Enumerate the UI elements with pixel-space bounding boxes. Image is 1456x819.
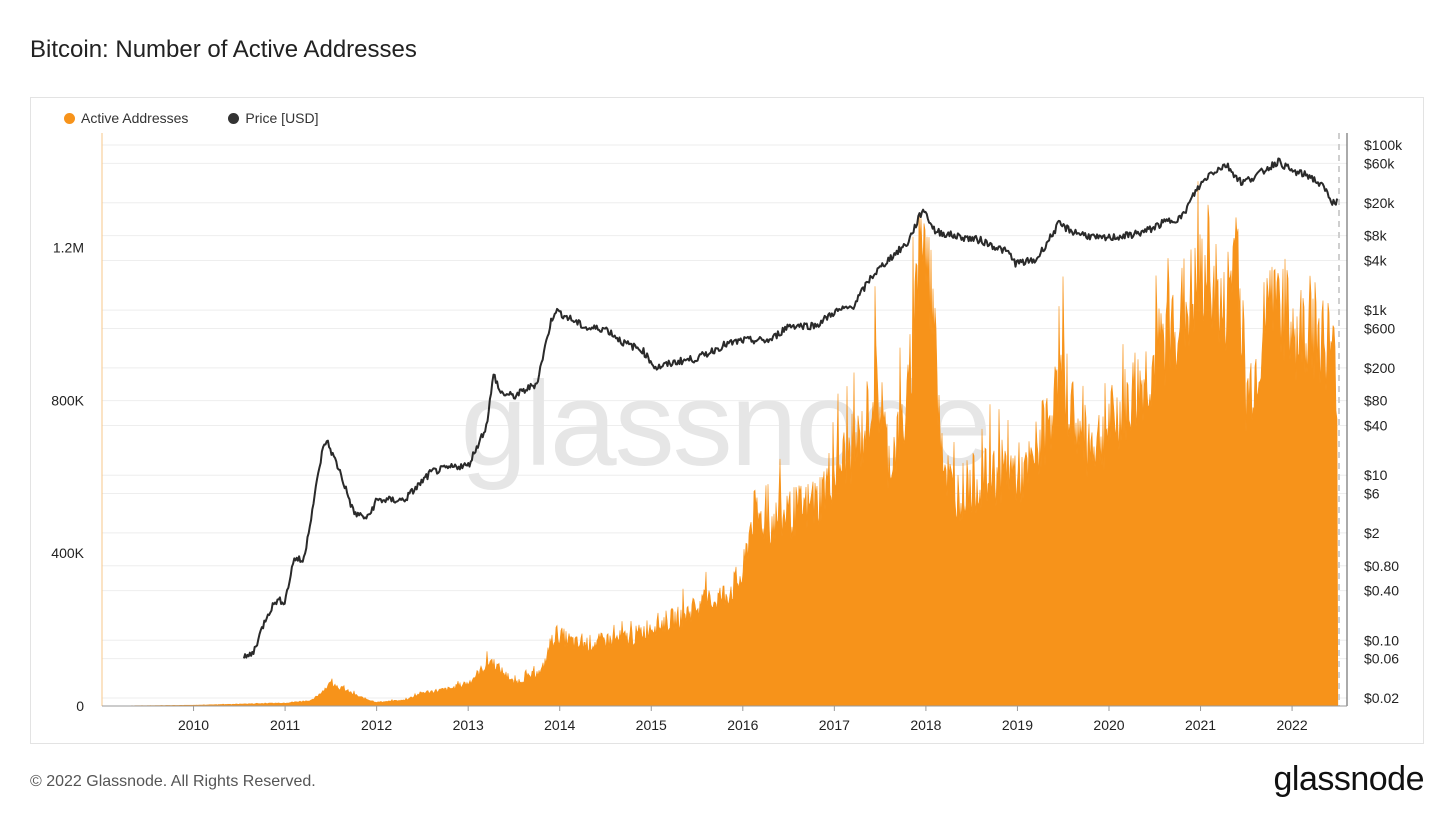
x-axis-tick-label: 2021 xyxy=(1185,717,1216,733)
x-axis-tick-label: 2018 xyxy=(910,717,941,733)
left-axis-tick-label: 0 xyxy=(76,698,84,714)
legend-active-label: Active Addresses xyxy=(81,110,189,126)
copyright-footer: © 2022 Glassnode. All Rights Reserved. xyxy=(30,773,316,790)
legend-price-dot xyxy=(228,112,240,124)
x-axis-tick-label: 2013 xyxy=(453,717,484,733)
right-axis-tick-label: $0.10 xyxy=(1364,632,1399,648)
x-axis-tick-label: 2011 xyxy=(270,717,300,733)
right-axis-tick-label: $10 xyxy=(1364,467,1388,483)
right-axis-tick-label: $0.80 xyxy=(1364,558,1399,574)
right-axis-tick-label: $0.06 xyxy=(1364,651,1399,667)
x-axis-tick-label: 2010 xyxy=(178,717,209,733)
x-axis-tick-label: 2012 xyxy=(361,717,392,733)
legend-item-active-addresses[interactable]: Active Addresses xyxy=(64,110,188,126)
x-axis-tick-label: 2020 xyxy=(1093,717,1124,733)
page-title: Bitcoin: Number of Active Addresses xyxy=(30,36,417,63)
right-axis-tick-label: $80 xyxy=(1364,393,1388,409)
right-axis-tick-label: $1k xyxy=(1364,302,1388,318)
right-axis-tick-label: $8k xyxy=(1364,228,1388,244)
x-axis-tick-label: 2019 xyxy=(1002,717,1033,733)
x-axis-tick-label: 2015 xyxy=(636,717,667,733)
left-axis-tick-label: 400K xyxy=(51,545,84,561)
right-axis-tick-label: $0.40 xyxy=(1364,583,1399,599)
left-axis-tick-label: 800K xyxy=(51,392,84,408)
legend-price-label: Price [USD] xyxy=(245,110,319,126)
legend-item-price[interactable]: Price [USD] xyxy=(228,110,319,126)
x-axis-tick-label: 2016 xyxy=(727,717,758,733)
right-axis-tick-label: $40 xyxy=(1364,418,1388,434)
x-axis-tick-label: 2014 xyxy=(544,717,575,733)
right-axis-tick-label: $0.02 xyxy=(1364,690,1399,706)
right-axis-tick-label: $6 xyxy=(1364,486,1380,502)
active-addresses-area xyxy=(101,181,1339,707)
right-axis-tick-label: $100k xyxy=(1364,137,1403,153)
right-axis-tick-label: $60k xyxy=(1364,155,1395,171)
right-axis-tick-label: $200 xyxy=(1364,360,1395,376)
legend-active-dot xyxy=(64,112,75,124)
glassnode-logo: glassnode xyxy=(1273,760,1424,798)
right-axis-tick-label: $20k xyxy=(1364,195,1395,211)
legend: Active Addresses Price [USD] xyxy=(64,110,319,126)
chart-frame xyxy=(30,97,1424,744)
right-axis-tick-label: $4k xyxy=(1364,252,1388,268)
right-axis-tick-label: $600 xyxy=(1364,320,1395,336)
left-axis-tick-label: 1.2M xyxy=(53,240,84,256)
x-axis-tick-label: 2017 xyxy=(819,717,850,733)
right-axis-tick-label: $2 xyxy=(1364,525,1380,541)
price-line xyxy=(242,157,1339,659)
x-axis-tick-label: 2022 xyxy=(1276,717,1307,733)
